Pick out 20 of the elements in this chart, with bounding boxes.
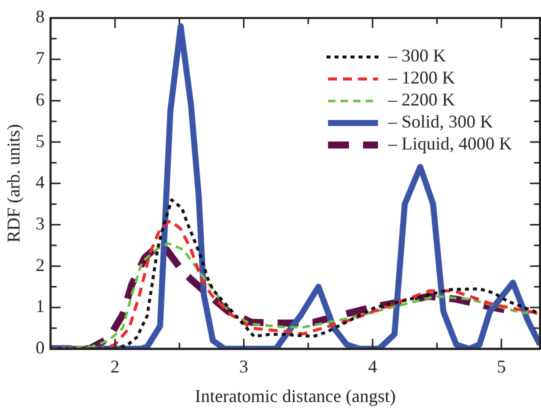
y-tick-label: 7 xyxy=(36,48,45,68)
x-tick-label: 3 xyxy=(239,356,248,376)
legend-label: – Liquid, 4000 K xyxy=(387,134,512,154)
y-axis-title: RDF (arb. units) xyxy=(4,124,24,243)
y-tick-label: 1 xyxy=(36,296,45,316)
y-tick-label: 8 xyxy=(36,6,45,27)
y-tick-label: 2 xyxy=(36,254,45,275)
y-tick-label: 3 xyxy=(36,213,45,234)
legend-label: – 2200 K xyxy=(387,90,456,110)
y-tick-label: 6 xyxy=(36,89,45,110)
y-tick-label: 5 xyxy=(36,130,45,151)
y-tick-label: 0 xyxy=(36,338,45,358)
x-tick-label: 4 xyxy=(368,356,378,376)
y-tick-label: 4 xyxy=(36,172,45,192)
x-tick-label: 2 xyxy=(110,356,120,376)
legend-label: – 1200 K xyxy=(387,68,456,88)
x-tick-label: 5 xyxy=(496,356,506,376)
x-axis-title: Interatomic distance (angst) xyxy=(194,386,396,406)
legend-label: – 300 K xyxy=(387,46,446,66)
legend-label: – Solid, 300 K xyxy=(387,112,494,132)
